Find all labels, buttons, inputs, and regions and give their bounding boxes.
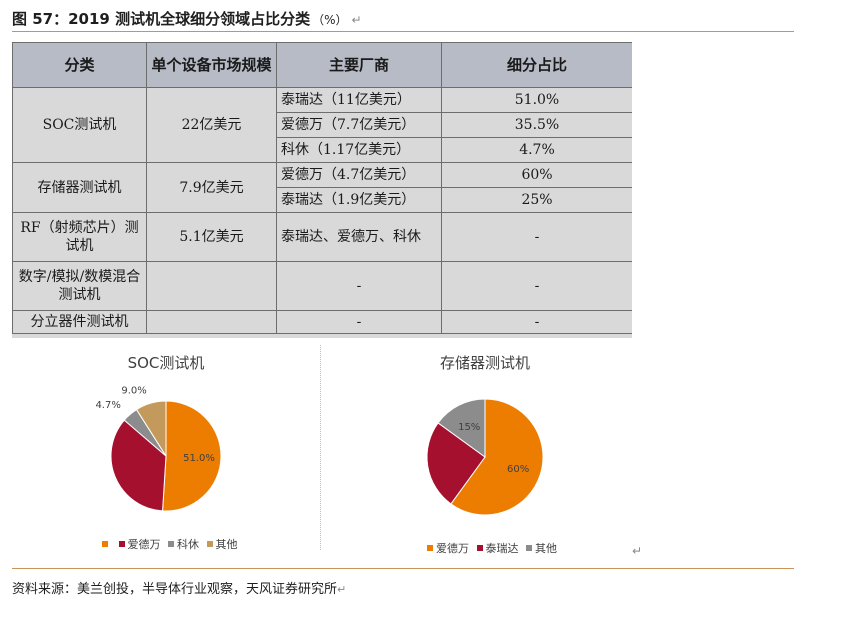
share-cell: - [441,261,632,311]
table-header-cell: 细分占比 [441,42,632,88]
pie-value-label: 15% [458,422,480,433]
pie-slice [162,400,222,512]
table-row: 数字/模拟/数模混合测试机 - - [12,261,632,311]
soc-chart-title: SOC测试机 [127,354,205,372]
table-row: 泰瑞达（1.9亿美元） 25% [13,187,632,213]
pie-value-label: 9.0% [121,386,146,397]
vendor-cell: 泰瑞达、爱德万、科休 [276,212,442,262]
size-cell: 5.1亿美元 [146,212,277,262]
figure-title-unit: （%） [312,13,348,27]
pie-value-label: 4.7% [95,400,120,411]
vendor-cell: 爱德万（7.7亿美元） [276,112,442,138]
vendor-cell: 泰瑞达（1.9亿美元） [276,187,442,213]
category-cell: 数字/模拟/数模混合测试机 [12,261,147,311]
legend-swatch [118,541,125,547]
share-cell: 4.7% [441,137,632,163]
category-cell: 分立器件测试机 [12,310,147,334]
category-cell: SOC测试机 [12,87,147,163]
share-cell: - [441,212,632,262]
share-cell: 51.0% [441,87,632,113]
legend-label: 爱德万 [436,542,469,555]
chart-separator [320,345,321,550]
size-cell: 7.9亿美元 [146,162,277,213]
return-mark-icon: ↵ [632,544,643,558]
share-cell: 35.5% [441,112,632,138]
source-text: 资料来源：美兰创投，半导体行业观察，天风证券研究所 [12,582,338,597]
legend-label: 其他 [215,538,238,551]
vendor-cell: 科休（1.17亿美元） [276,137,442,163]
soc-chart-panel: SOC测试机 51.0% 4.7% 9.0% 爱德万 科休 其他 [12,340,320,558]
pie-slice [110,419,167,512]
memory-legend: 爱德万 泰瑞达 其他 [423,540,557,556]
pie-slice [437,398,486,458]
figure-title: 图 57：2019 测试机全球细分领域占比分类 （%） ↵ [12,8,362,29]
table-header-row: 分类 单个设备市场规模 主要厂商 细分占比 [12,42,632,88]
pie-slice [450,398,544,516]
table-row: 存储器测试机 7.9亿美元 爱德万（4.7亿美元） 60% [12,162,632,213]
bottom-divider [12,568,794,569]
table-row: 科休（1.17亿美元） 4.7% [13,137,632,163]
table-header-cell: 主要厂商 [276,42,442,88]
source-note: 资料来源：美兰创投，半导体行业观察，天风证券研究所↵ [12,578,346,597]
table-row: RF（射频芯片）测试机 5.1亿美元 泰瑞达、爱德万、科休 - [12,212,632,262]
table-header-cell: 单个设备市场规模 [146,42,277,88]
market-table: 分类 单个设备市场规模 主要厂商 细分占比 SOC测试机 22亿美元 泰瑞达（1… [12,42,632,334]
table-row: SOC测试机 22亿美元 泰瑞达（11亿美元） 51.0% [12,87,632,163]
legend-label: 其他 [535,542,557,555]
size-cell [146,310,277,334]
legend-swatch [102,541,108,547]
vendor-cell: 泰瑞达（11亿美元） [276,87,442,113]
pie-value-label: 60% [507,464,529,475]
memory-pie-chart: 60% 15% [426,398,544,516]
pie-slice [426,422,486,505]
soc-pie-chart: 51.0% 4.7%9.0% [95,386,222,512]
figure-title-text: 图 57：2019 测试机全球细分领域占比分类 [12,10,311,28]
table-row: 分立器件测试机 - - [12,310,632,334]
share-cell: 60% [441,162,632,188]
share-cell: - [441,310,632,334]
legend-label: 泰瑞达 [485,542,519,555]
memory-chart-title: 存储器测试机 [439,354,530,372]
size-cell: 22亿美元 [146,87,277,163]
legend-swatch [427,545,433,551]
legend-swatch [526,545,532,551]
vendor-cell: - [276,261,442,311]
category-cell: RF（射频芯片）测试机 [12,212,147,262]
pie-slice [135,400,167,458]
top-divider [12,31,794,32]
return-mark-icon: ↵ [337,583,347,596]
size-cell [146,261,277,311]
vendor-cell: 爱德万（4.7亿美元） [276,162,442,188]
legend-swatch [476,545,483,551]
legend-label: 科休 [177,538,199,551]
legend-swatch [206,541,213,547]
legend-swatch [168,541,174,547]
share-cell: 25% [441,187,632,213]
return-mark-icon: ↵ [351,13,362,27]
market-table-image: 分类 单个设备市场规模 主要厂商 细分占比 SOC测试机 22亿美元 泰瑞达（1… [12,42,632,338]
soc-legend: 爱德万 科休 其他 [98,536,238,552]
table-row: 爱德万（7.7亿美元） 35.5% [13,112,632,138]
vendor-cell: - [276,310,442,334]
memory-chart-panel: 存储器测试机 60% 15% 爱德万 泰瑞达 其他 [325,340,645,560]
table-header-cell: 分类 [12,42,147,88]
legend-label: 爱德万 [127,538,161,551]
category-cell: 存储器测试机 [12,162,147,213]
pie-value-label: 51.0% [183,453,215,464]
